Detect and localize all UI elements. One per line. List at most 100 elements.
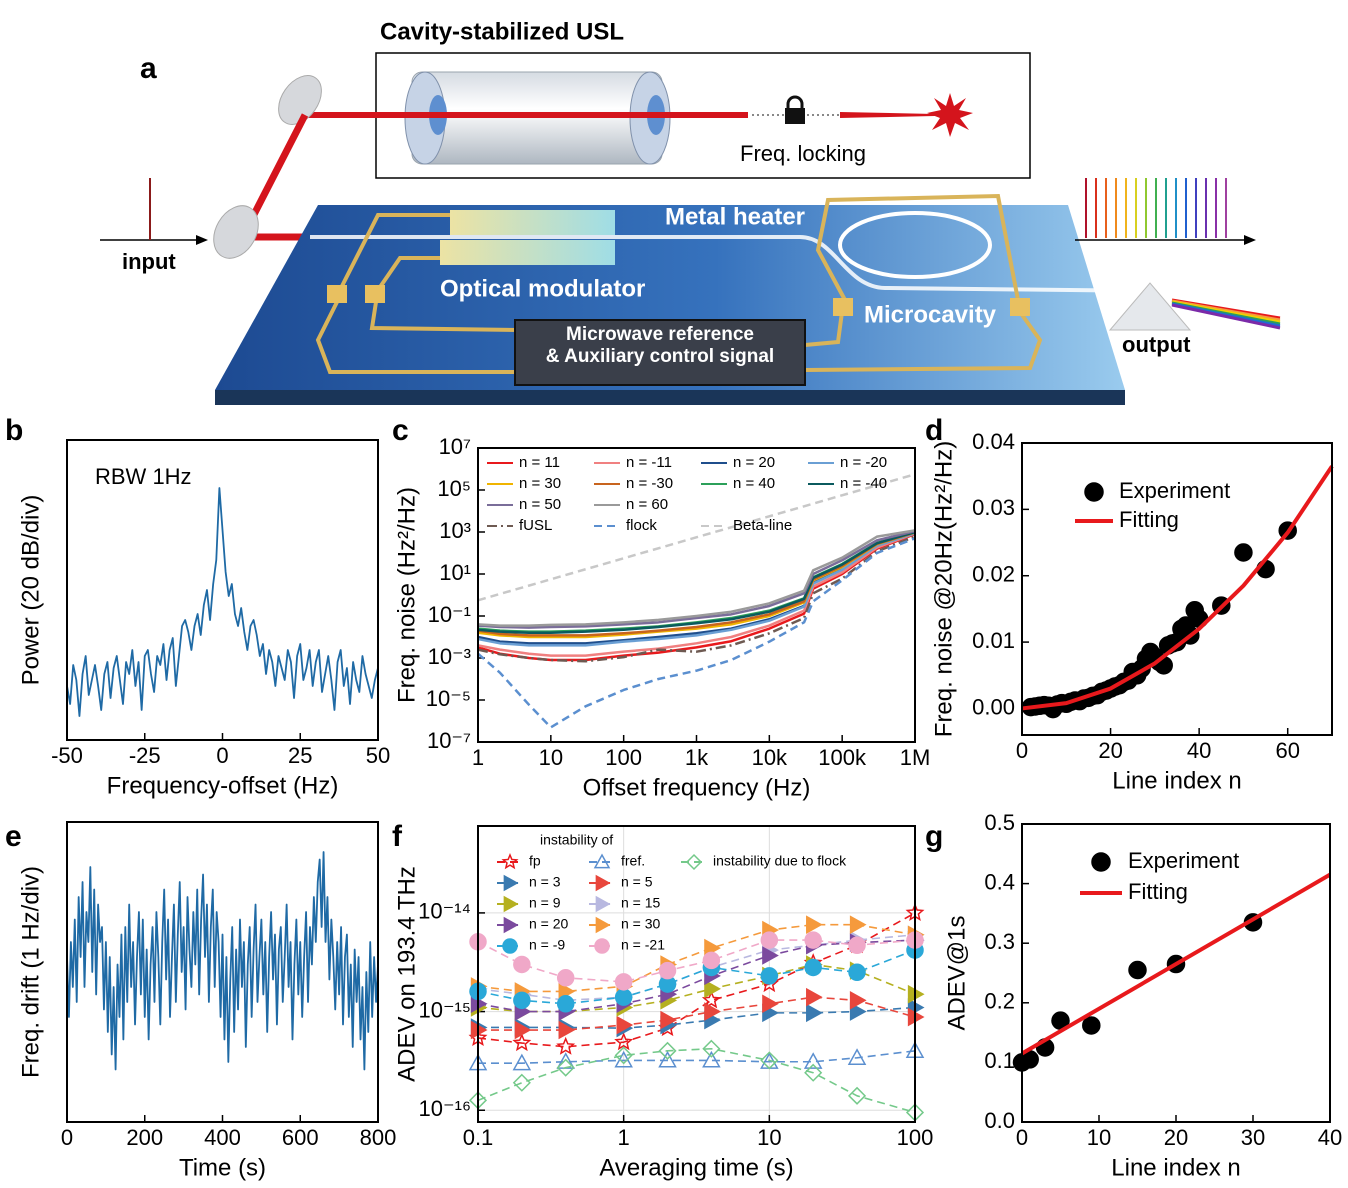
- traces: [315, 193, 1043, 374]
- legend-swatch: [503, 895, 519, 913]
- series-line: [477, 949, 916, 1005]
- microcavity-label: Microcavity: [864, 301, 997, 328]
- input-label: input: [122, 249, 176, 274]
- y-tick-label: 0.00: [972, 694, 1015, 719]
- arrowhead: [196, 235, 208, 245]
- x-tick-label: 10k: [752, 745, 788, 770]
- data-point: [806, 915, 823, 934]
- x-axis-label: Line index n: [1112, 767, 1241, 794]
- legend-swatch: [595, 916, 611, 934]
- data-point: [614, 988, 633, 1006]
- legend-label: flock: [626, 517, 657, 534]
- y-axis-label: Power (20 dB/div): [17, 495, 44, 686]
- legend-swatch: [503, 874, 519, 892]
- data-point: [616, 1015, 634, 1035]
- legend-label: n = -21: [621, 937, 665, 953]
- pad: [365, 285, 385, 303]
- pad: [833, 298, 853, 316]
- data-point: [658, 1041, 677, 1060]
- waveguide: [310, 235, 1161, 293]
- data-point: [614, 1032, 634, 1051]
- data-point: [513, 991, 531, 1010]
- series-line: [477, 530, 916, 634]
- y-tick-label: 10⁻¹: [428, 602, 471, 627]
- data-point: [702, 1050, 721, 1068]
- series-line: [1021, 465, 1334, 711]
- y-tick-label: 0.5: [984, 810, 1015, 835]
- legend-label: Experiment: [1119, 478, 1230, 503]
- series-line: [477, 535, 916, 663]
- data-point: [806, 987, 823, 1007]
- legend-swatch: [685, 853, 703, 871]
- chip-edge: [215, 390, 1125, 405]
- legend-swatch: [503, 916, 519, 934]
- legend-label: n = 11: [519, 454, 560, 471]
- series-line: [478, 1050, 916, 1064]
- output-label: output: [1122, 332, 1191, 357]
- heater-label: Metal heater: [665, 203, 805, 230]
- data-point: [658, 961, 677, 980]
- series-line: [477, 537, 916, 729]
- data-point: [806, 1003, 823, 1023]
- legend-label: instability due to flock: [713, 853, 847, 869]
- lock-label: Freq. locking: [740, 141, 866, 166]
- data-point: [1082, 1016, 1101, 1035]
- data-point: [849, 991, 867, 1010]
- series-line: [477, 529, 916, 629]
- data-point: [760, 967, 779, 985]
- legend-label: n = 20: [529, 916, 569, 932]
- legend-swatch: [502, 938, 518, 954]
- plot-frame: [477, 447, 916, 743]
- series-line: [477, 939, 916, 1013]
- y-tick-label: 10³: [439, 518, 471, 543]
- y-tick-label: 10⁻¹⁶: [419, 1096, 471, 1121]
- y-axis-label: ADEV@1s: [943, 915, 970, 1030]
- y-tick-label: 0.3: [984, 929, 1015, 954]
- diagram-title: Cavity-stabilized USL: [380, 18, 624, 45]
- legend-swatch: [1084, 482, 1104, 502]
- series-line: [478, 996, 916, 1031]
- annotation: RBW 1Hz: [95, 464, 192, 489]
- data-point: [512, 1033, 532, 1052]
- data-point: [556, 1058, 575, 1077]
- series-line: [477, 1047, 916, 1114]
- x-tick-label: 100k: [818, 745, 867, 770]
- y-tick-label: 10⁷: [439, 434, 471, 459]
- series-line: [1020, 872, 1332, 1056]
- x-axis-label: Averaging time (s): [599, 1154, 793, 1181]
- series-line: [477, 531, 916, 637]
- x-tick-label: 1: [618, 1125, 630, 1150]
- series-line: [66, 851, 379, 1071]
- x-tick-label: -25: [129, 743, 161, 768]
- modulator-label: Optical modulator: [440, 275, 645, 302]
- panel-letter: f: [392, 820, 403, 853]
- series-line: [477, 912, 916, 1048]
- panel-letter: a: [140, 52, 157, 85]
- legend-label: Beta-line: [733, 517, 792, 534]
- legend-swatch: [595, 874, 611, 892]
- data-point: [702, 1039, 721, 1058]
- series-line: [477, 532, 916, 662]
- laser-output: [927, 93, 973, 137]
- legend-label: n = 3: [529, 874, 561, 890]
- series-line: [477, 923, 916, 993]
- legend-swatch: [593, 853, 611, 869]
- data-point: [558, 1020, 576, 1040]
- legend-label: n = -9: [529, 937, 565, 953]
- x-tick-label: 1: [472, 745, 484, 770]
- panel-1: c Offset frequency (Hz) Freq. noise (Hz²/H…: [392, 414, 930, 801]
- pad: [327, 285, 347, 303]
- arrowhead: [1244, 235, 1256, 245]
- x-tick-label: 100: [605, 745, 642, 770]
- data-point: [702, 951, 721, 970]
- legend-swatch: [595, 895, 611, 913]
- y-tick-label: 10⁻¹⁵: [418, 997, 471, 1022]
- x-tick-label: 10: [757, 1125, 781, 1150]
- series-line: [477, 529, 916, 627]
- x-tick-label: 20: [1098, 738, 1122, 763]
- data-point: [614, 1046, 633, 1065]
- y-tick-label: 0.04: [972, 429, 1015, 454]
- rainbow: [1171, 298, 1281, 330]
- control-label: & Auxiliary control signal: [546, 346, 774, 367]
